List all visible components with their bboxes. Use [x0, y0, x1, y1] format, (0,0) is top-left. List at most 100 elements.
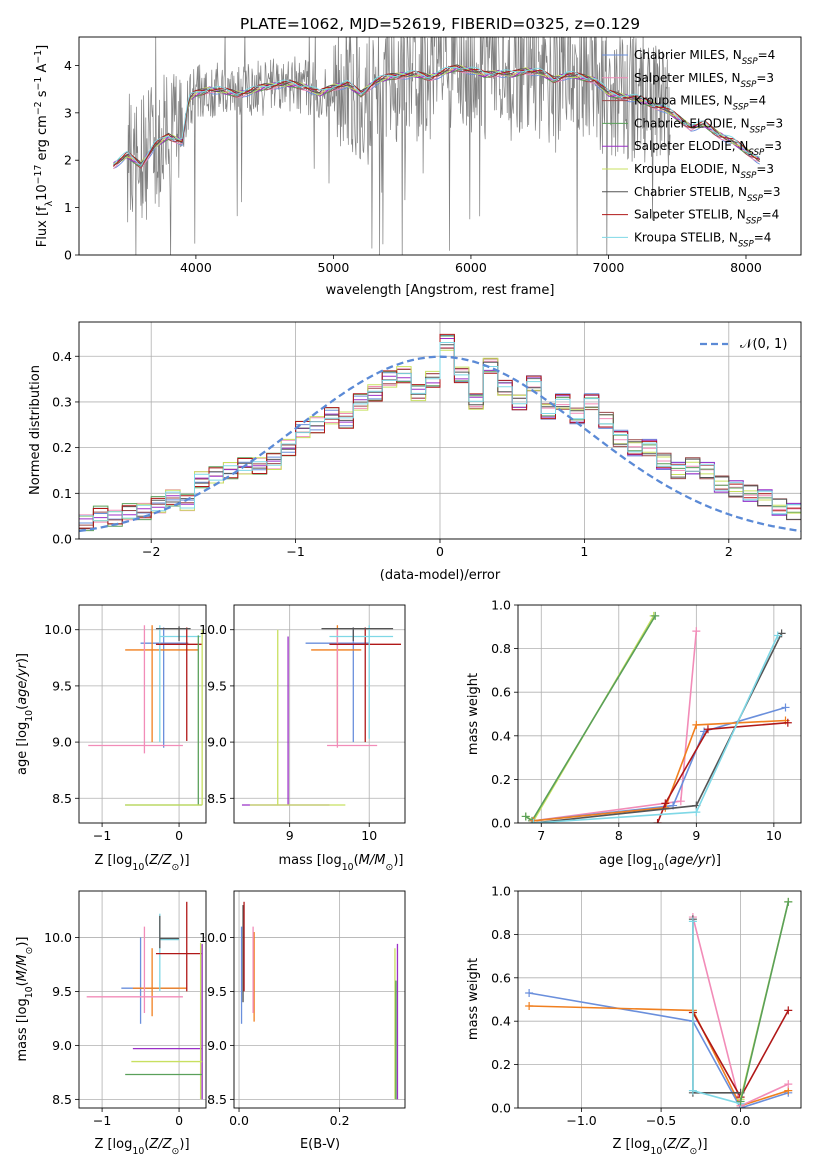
plot-area: [79, 322, 801, 539]
legend-entry: Salpeter STELIB, NSSP=4: [634, 208, 779, 227]
figure-title: PLATE=1062, MJD=52619, FIBERID=0325, z=0…: [240, 15, 640, 33]
y-tick-label: 0.4: [491, 728, 511, 743]
y-tick-label: 9.0: [52, 735, 72, 750]
y-axis-label: mass [log10(M/M⊙)]: [15, 937, 35, 1062]
y-axis-label: mass weight: [466, 958, 481, 1040]
model-spectrum-line: [113, 65, 760, 167]
legend-entry: Kroupa ELODIE, NSSP=3: [634, 162, 774, 181]
x-tick-label: −1: [93, 1113, 111, 1128]
weight-marker: [692, 627, 701, 636]
weight-marker: [784, 1006, 793, 1015]
x-axis-label: E(B-V): [300, 1137, 340, 1152]
legend-entry: Salpeter MILES, NSSP=3: [634, 71, 774, 90]
axes-frame: [517, 604, 802, 824]
x-tick-label: 0: [436, 544, 444, 559]
weight-marker: [784, 1080, 793, 1089]
axes-frame: [233, 604, 406, 824]
data-spectrum-line: [113, 37, 671, 255]
weight-vs-Z-panel: −1.0 −0.5 0.0 0.0 0.2 0.4 0.6 0.8 1.0 Z [log10(Z/…: [466, 884, 802, 1157]
legend-entry: Chabrier MILES, NSSP=4: [634, 48, 775, 67]
y-axis-label: age [log10(age/yr)]: [15, 653, 35, 775]
x-tick-label: −1.0: [566, 1113, 596, 1128]
y-tick-label: 1: [64, 200, 72, 215]
x-tick-label: 0.2: [330, 1113, 350, 1128]
plot-area: [234, 891, 405, 1108]
mass-vs-Z-panel: −1 0 8.5 9.0 9.5 10.0 Z [log10(Z/Z⊙)] mass [log…: [15, 890, 207, 1157]
y-tick-label: 0.8: [491, 641, 511, 656]
x-tick-label: 4000: [180, 260, 212, 275]
x-tick-label: −1: [93, 828, 111, 843]
plot-area: [518, 891, 801, 1108]
normal-curve: [79, 355, 801, 533]
axes-frame: [78, 604, 207, 824]
x-tick-label: 10: [766, 828, 782, 843]
x-axis-label: (data-model)/error: [380, 568, 501, 583]
weight-marker: [703, 725, 712, 734]
histogram-step-line: [79, 342, 801, 522]
y-tick-label: 9.0: [52, 1038, 72, 1053]
y-tick-label: 0.2: [491, 772, 511, 787]
weight-marker: [773, 631, 782, 640]
spectrum-panel: 4000 5000 6000 7000 8000 0 1 2 3 4 Chabrier MILES,…: [33, 36, 802, 298]
y-tick-label: 10.0: [44, 622, 72, 637]
plot-area: [113, 37, 761, 255]
mass-vs-ebv-panel: 0.0 0.2 8.5 9.0 9.5 10.0 E(B-V): [199, 890, 406, 1152]
residual-panel: −2 −1 0 1 2 0.0 0.1 0.2 0.3 0.4 𝒩(0, 1) (data-model…: [28, 321, 802, 583]
axes-frame: [78, 890, 207, 1109]
legend-entry: Chabrier STELIB, NSSP=3: [634, 185, 781, 204]
axes-frame: [78, 321, 802, 540]
y-tick-label: 0.0: [491, 816, 511, 831]
x-axis-label: age [log10(age/yr)]: [599, 853, 721, 873]
model-spectrum-line: [113, 66, 760, 167]
y-tick-label: 8.5: [207, 1092, 227, 1107]
age-vs-Z-panel: −1 0 8.5 9.0 9.5 10.0 Z [log10(Z/Z⊙)] age [log1…: [15, 604, 207, 873]
plot-area: [234, 605, 405, 823]
y-tick-label: 10.0: [199, 622, 227, 637]
weight-line: [525, 615, 656, 822]
y-tick-label: 0.1: [52, 486, 72, 501]
x-tick-label: 1: [580, 544, 588, 559]
weight-vs-age-panel: 7 8 9 10 0.0 0.2 0.4 0.6 0.8 1.0 age [log10(age/yr…: [466, 598, 802, 873]
x-tick-label: 6000: [455, 260, 487, 275]
axes-frame: [233, 890, 406, 1109]
x-tick-label: −2: [142, 544, 160, 559]
x-tick-label: 2: [725, 544, 733, 559]
legend-entry: Kroupa STELIB, NSSP=4: [634, 230, 771, 249]
weight-marker: [692, 720, 701, 729]
weight-marker: [525, 1002, 534, 1011]
y-axis-label: mass weight: [466, 673, 481, 755]
y-tick-label: 10.0: [199, 930, 227, 945]
y-tick-label: 0.6: [491, 970, 511, 985]
weight-marker: [688, 1086, 697, 1095]
weight-marker: [736, 1097, 745, 1106]
x-tick-label: 7: [537, 828, 545, 843]
age-vs-mass-panel: 9 10 8.5 9.0 9.5 10.0 mass [log10(M/M⊙)]: [199, 604, 406, 873]
x-tick-label: −1: [286, 544, 304, 559]
weight-line: [528, 992, 789, 1108]
legend-entry: Kroupa MILES, NSSP=4: [634, 94, 766, 113]
x-tick-label: 0: [175, 1113, 183, 1128]
y-tick-label: 9.5: [207, 984, 227, 999]
plot-area: [518, 605, 801, 823]
y-tick-label: 10.0: [44, 930, 72, 945]
y-tick-label: 9.0: [207, 735, 227, 750]
y-tick-label: 0.3: [52, 394, 72, 409]
y-tick-label: 0.2: [491, 1057, 511, 1072]
model-spectrum-line: [113, 64, 760, 166]
weight-line: [533, 632, 783, 823]
y-axis-label: Flux [fλ10−17 erg cm−2 s−1 A−1]: [33, 45, 55, 247]
x-tick-label: 5000: [318, 260, 350, 275]
x-axis-label: Z [log10(Z/Z⊙)]: [612, 1137, 707, 1157]
weight-marker: [661, 799, 670, 808]
y-tick-label: 0.0: [491, 1101, 511, 1116]
y-tick-label: 2: [64, 153, 72, 168]
weight-marker: [688, 917, 697, 926]
weight-line: [533, 635, 779, 823]
x-tick-label: 0: [175, 828, 183, 843]
x-tick-label: 9: [692, 828, 700, 843]
x-axis-label: Z [log10(Z/Z⊙)]: [94, 1137, 189, 1157]
y-tick-label: 3: [64, 105, 72, 120]
x-tick-label: 8000: [730, 260, 762, 275]
y-tick-label: 9.5: [52, 984, 72, 999]
y-tick-label: 4: [64, 58, 72, 73]
